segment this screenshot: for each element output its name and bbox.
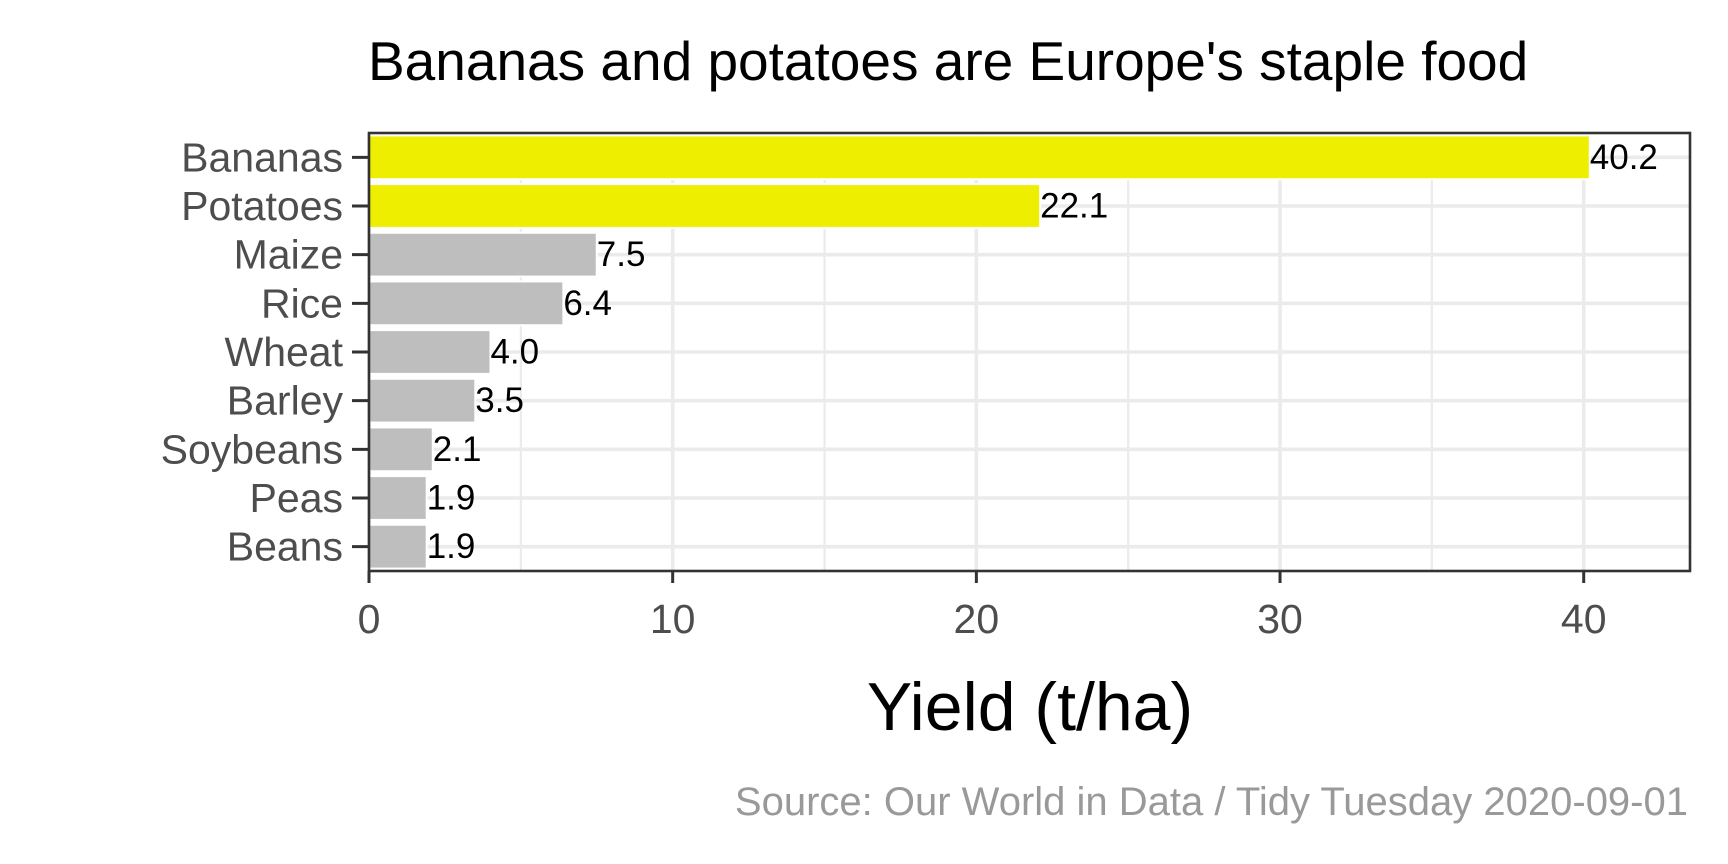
y-tick-label-peas: Peas — [250, 475, 343, 521]
y-tick-label-wheat: Wheat — [225, 329, 344, 375]
bar-maize — [368, 231, 598, 278]
bar-beans — [368, 523, 428, 570]
bar-barley — [368, 377, 477, 424]
data-label-potatoes: 22.1 — [1040, 187, 1108, 226]
data-label-beans: 1.9 — [427, 527, 476, 566]
x-tick-label: 10 — [650, 596, 696, 642]
bar-potatoes — [368, 183, 1042, 229]
bar-soybeans — [368, 426, 434, 473]
x-tick-label: 30 — [1257, 596, 1303, 642]
data-label-barley: 3.5 — [475, 381, 524, 420]
bars — [368, 134, 1591, 570]
x-axis-title: Yield (t/ha) — [867, 669, 1193, 745]
bar-wheat — [368, 329, 492, 375]
y-tick-label-maize: Maize — [234, 232, 343, 278]
y-tick-label-beans: Beans — [227, 524, 343, 570]
data-label-maize: 7.5 — [597, 235, 646, 274]
data-labels: 40.2 22.1 7.5 6.4 4.0 3.5 2.1 1.9 1.9 — [427, 138, 1658, 566]
chart-caption: Source: Our World in Data / Tidy Tuesday… — [735, 780, 1688, 824]
chart-title: Bananas and potatoes are Europe's staple… — [368, 30, 1528, 92]
x-axis: 0 10 20 30 40 — [358, 571, 1607, 642]
y-tick-label-rice: Rice — [261, 280, 343, 326]
data-label-soybeans: 2.1 — [433, 430, 482, 469]
y-tick-label-bananas: Bananas — [181, 134, 343, 180]
bar-bananas — [368, 134, 1591, 181]
bar-peas — [368, 475, 428, 521]
y-tick-label-soybeans: Soybeans — [161, 426, 343, 472]
data-label-bananas: 40.2 — [1590, 138, 1658, 177]
data-label-wheat: 4.0 — [490, 333, 539, 372]
x-tick-label: 20 — [954, 596, 1000, 642]
x-tick-label: 40 — [1561, 596, 1607, 642]
x-tick-label: 0 — [358, 596, 381, 642]
y-tick-label-potatoes: Potatoes — [181, 183, 343, 229]
data-label-rice: 6.4 — [563, 284, 612, 323]
y-tick-label-barley: Barley — [227, 378, 344, 424]
y-axis: BananasPotatoesMaizeRiceWheatBarleySoybe… — [161, 134, 369, 570]
bar-rice — [368, 280, 565, 327]
data-label-peas: 1.9 — [427, 479, 476, 518]
